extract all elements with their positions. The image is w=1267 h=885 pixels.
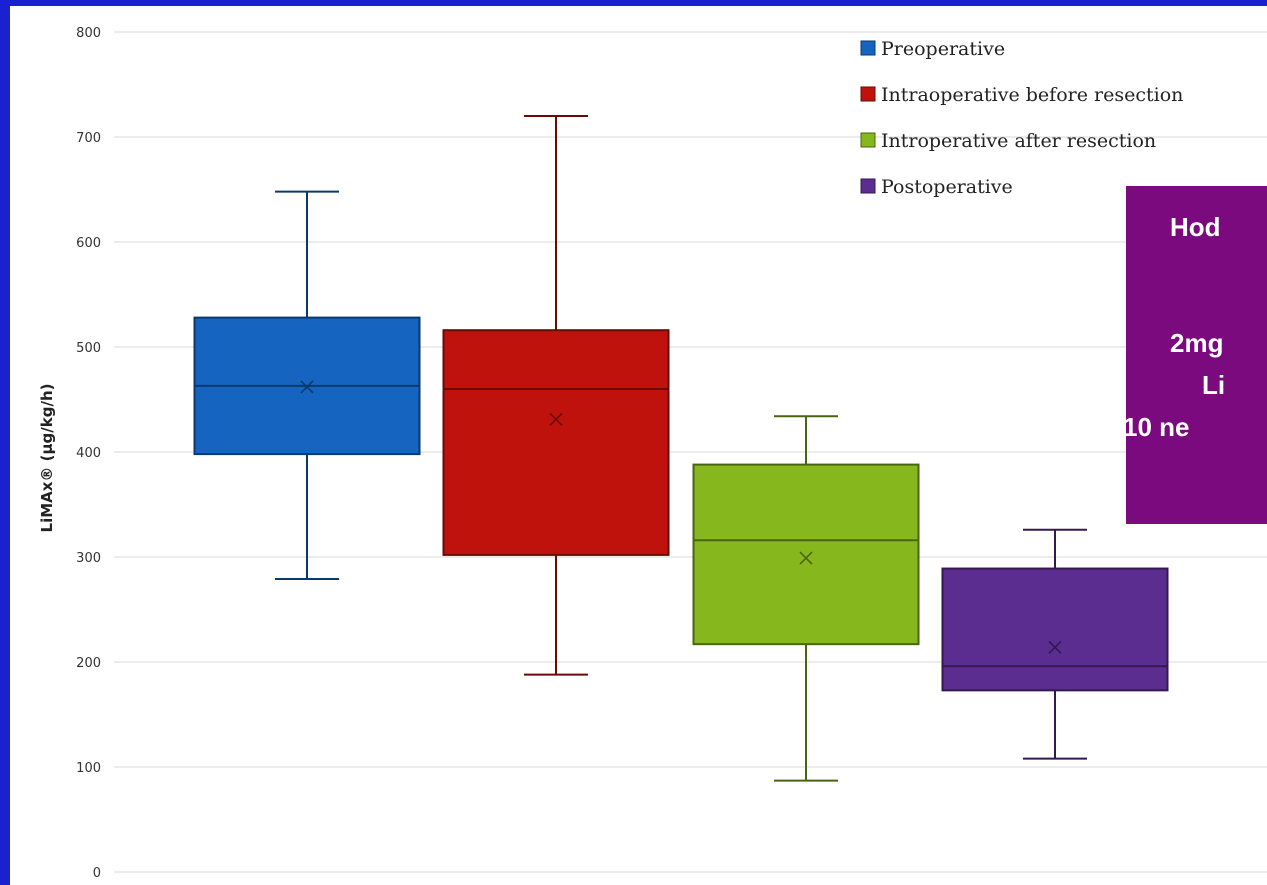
y-tick-label: 800 (76, 26, 101, 41)
box-group (692, 415, 920, 782)
y-tick-label: 700 (76, 131, 101, 146)
mean-marker (300, 380, 314, 394)
box-iqr (692, 463, 920, 646)
y-tick-label: 100 (76, 761, 101, 776)
overlay-line-2: 2mg (1170, 328, 1224, 358)
box-group (193, 190, 421, 581)
overlay-line-4: 10 ne (1126, 412, 1190, 442)
y-tick-label: 200 (76, 656, 101, 671)
mean-marker (799, 551, 813, 565)
legend-label: Postoperative (881, 176, 1013, 198)
y-tick-label: 300 (76, 551, 101, 566)
legend-swatch (860, 40, 876, 56)
legend-swatch (860, 132, 876, 148)
legend-label: Intraoperative before resection (881, 84, 1183, 106)
legend-label: Introperative after resection (881, 130, 1156, 152)
box-group (941, 528, 1169, 760)
y-tick-label: 0 (93, 866, 101, 881)
legend-swatch (860, 86, 876, 102)
legend-swatch (860, 178, 876, 194)
mean-marker (549, 412, 563, 427)
legend-label: Preoperative (881, 38, 1005, 60)
y-axis-title: LiMAx® (µg/kg/h) (38, 384, 56, 533)
box-iqr (442, 329, 670, 556)
y-tick-label: 500 (76, 341, 101, 356)
box-group (442, 115, 670, 676)
overlay-line-3: Li (1202, 370, 1226, 400)
y-tick-label: 400 (76, 446, 101, 461)
overlay-line-1: Hod (1170, 212, 1221, 242)
overlay-text-box: Hod 2mg Li 10 ne (1126, 186, 1267, 524)
y-tick-label: 600 (76, 236, 101, 251)
mean-marker (1048, 640, 1062, 654)
box-iqr (941, 567, 1169, 692)
